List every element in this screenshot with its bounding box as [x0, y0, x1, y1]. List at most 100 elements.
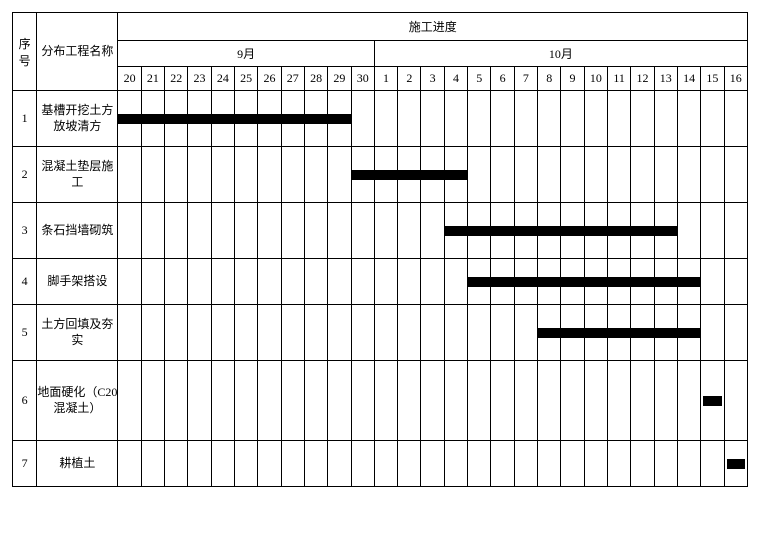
- gantt-body: 1基槽开挖土方放坡清方2混凝土垫层施工3条石挡墙砌筑4脚手架搭设5土方回填及夯实…: [13, 91, 748, 487]
- header-day: 22: [165, 67, 188, 91]
- gantt-header: 序号 分布工程名称 施工进度 9月10月 2021222324252627282…: [13, 13, 748, 91]
- day-cell: [654, 361, 677, 441]
- gantt-bar: [607, 226, 630, 236]
- day-cell: [281, 441, 304, 487]
- day-cell: [258, 147, 281, 203]
- gantt-bar: [352, 170, 375, 180]
- task-row: 3条石挡墙砌筑: [13, 203, 748, 259]
- day-cell: [351, 305, 374, 361]
- day-cell: [701, 259, 724, 305]
- header-day: 4: [444, 67, 467, 91]
- day-cell: [118, 203, 141, 259]
- day-cell: [514, 361, 537, 441]
- day-cell: [421, 305, 444, 361]
- day-cell: [374, 91, 397, 147]
- header-day: 28: [304, 67, 327, 91]
- day-cell: [654, 203, 677, 259]
- task-name: 地面硬化（C20混凝土）: [37, 361, 118, 441]
- day-cell: [141, 259, 164, 305]
- gantt-bar: [727, 459, 745, 469]
- day-cell: [374, 361, 397, 441]
- gantt-bar: [491, 277, 514, 287]
- gantt-bar: [561, 226, 584, 236]
- day-cell: [188, 203, 211, 259]
- day-cell: [421, 441, 444, 487]
- day-cell: [421, 147, 444, 203]
- day-cell: [211, 91, 234, 147]
- header-day: 5: [468, 67, 491, 91]
- gantt-bar: [584, 226, 607, 236]
- day-cell: [677, 305, 700, 361]
- task-seq: 4: [13, 259, 37, 305]
- day-cell: [281, 361, 304, 441]
- gantt-bar: [631, 328, 654, 338]
- gantt-bar: [398, 170, 421, 180]
- day-cell: [398, 203, 421, 259]
- gantt-bar: [374, 170, 397, 180]
- day-cell: [165, 361, 188, 441]
- day-cell: [351, 147, 374, 203]
- header-day: 7: [514, 67, 537, 91]
- task-row: 7耕植土: [13, 441, 748, 487]
- day-cell: [701, 305, 724, 361]
- day-cell: [631, 203, 654, 259]
- task-name: 脚手架搭设: [37, 259, 118, 305]
- day-cell: [607, 147, 630, 203]
- gantt-bar: [561, 328, 584, 338]
- gantt-bar: [677, 277, 700, 287]
- gantt-bar: [538, 226, 561, 236]
- day-cell: [374, 203, 397, 259]
- day-cell: [724, 259, 747, 305]
- day-cell: [118, 305, 141, 361]
- day-cell: [421, 91, 444, 147]
- day-cell: [584, 305, 607, 361]
- header-day: 29: [328, 67, 351, 91]
- day-cell: [631, 441, 654, 487]
- day-cell: [304, 441, 327, 487]
- day-cell: [561, 259, 584, 305]
- day-cell: [165, 91, 188, 147]
- task-seq: 2: [13, 147, 37, 203]
- task-row: 4脚手架搭设: [13, 259, 748, 305]
- day-cell: [491, 91, 514, 147]
- day-cell: [328, 259, 351, 305]
- day-cell: [351, 441, 374, 487]
- day-cell: [328, 91, 351, 147]
- day-cell: [701, 361, 724, 441]
- task-name: 土方回填及夯实: [37, 305, 118, 361]
- day-cell: [468, 259, 491, 305]
- task-seq: 7: [13, 441, 37, 487]
- day-cell: [421, 203, 444, 259]
- day-cell: [654, 91, 677, 147]
- day-cell: [374, 305, 397, 361]
- day-cell: [118, 361, 141, 441]
- day-cell: [351, 259, 374, 305]
- day-cell: [538, 259, 561, 305]
- day-cell: [141, 91, 164, 147]
- day-cell: [538, 203, 561, 259]
- day-cell: [444, 259, 467, 305]
- day-cell: [677, 147, 700, 203]
- day-cell: [724, 441, 747, 487]
- task-name: 基槽开挖土方放坡清方: [37, 91, 118, 147]
- day-cell: [724, 305, 747, 361]
- day-cell: [258, 259, 281, 305]
- day-cell: [701, 147, 724, 203]
- gantt-bar: [538, 328, 561, 338]
- day-cell: [398, 305, 421, 361]
- day-cell: [304, 305, 327, 361]
- day-cell: [351, 91, 374, 147]
- day-cell: [584, 441, 607, 487]
- gantt-bar: [654, 277, 677, 287]
- day-cell: [514, 305, 537, 361]
- day-cell: [514, 91, 537, 147]
- gantt-bar: [654, 328, 677, 338]
- gantt-bar: [491, 226, 514, 236]
- header-day: 26: [258, 67, 281, 91]
- day-cell: [444, 305, 467, 361]
- day-cell: [188, 305, 211, 361]
- gantt-bar: [328, 114, 351, 124]
- day-cell: [724, 361, 747, 441]
- day-cell: [444, 91, 467, 147]
- gantt-bar: [514, 277, 537, 287]
